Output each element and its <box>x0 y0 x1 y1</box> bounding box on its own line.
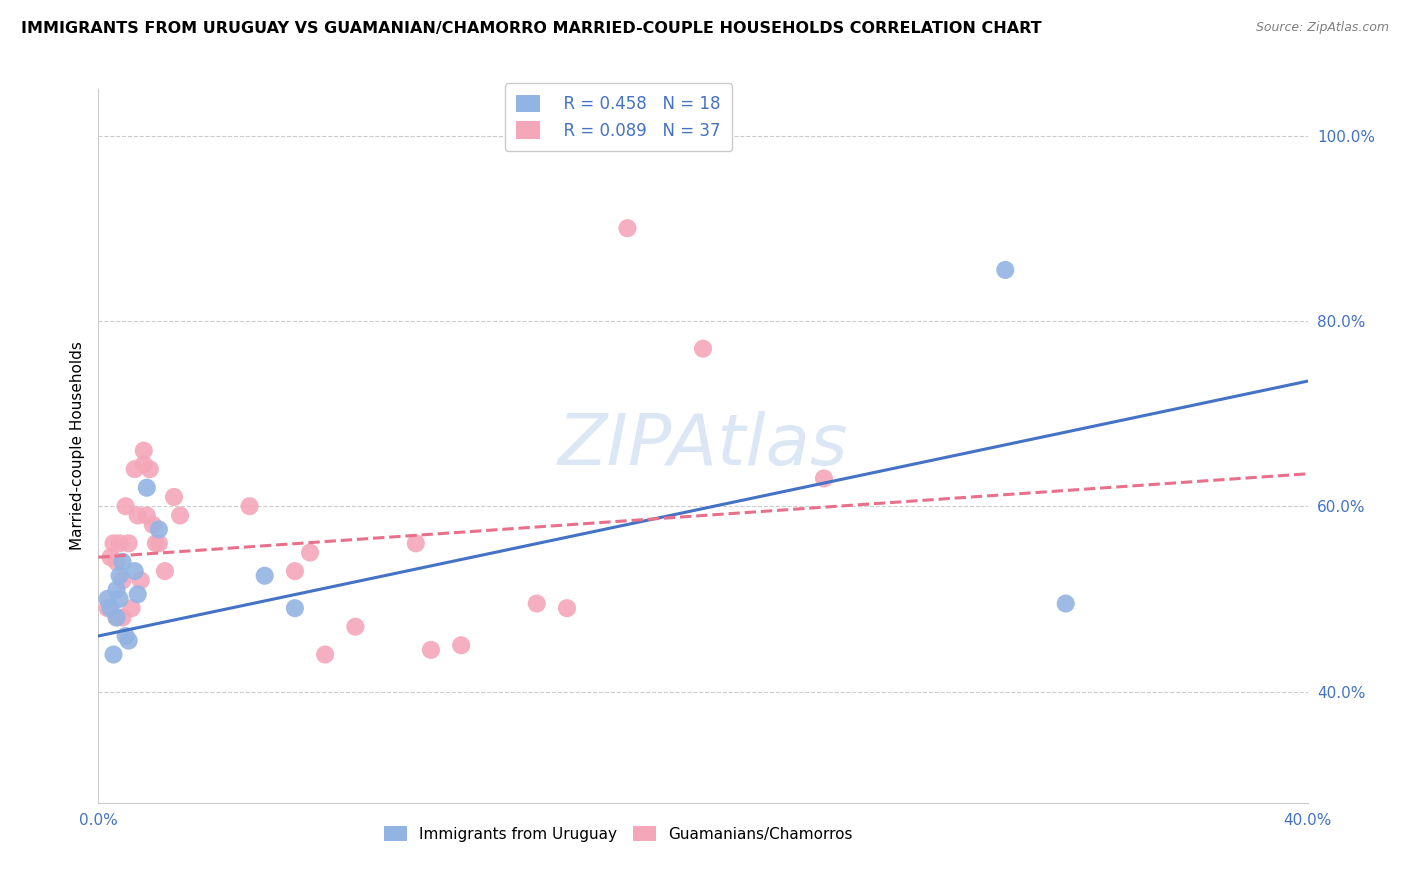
Point <box>105 555 128 569</box>
Point <box>813 471 835 485</box>
Point <box>105 610 128 624</box>
Point <box>111 610 134 624</box>
Point <box>284 601 307 615</box>
Point <box>135 481 157 495</box>
Point <box>163 490 186 504</box>
Point <box>127 508 149 523</box>
Point <box>124 462 146 476</box>
Point <box>139 462 162 476</box>
Legend: Immigrants from Uruguay, Guamanians/Chamorros: Immigrants from Uruguay, Guamanians/Cham… <box>374 815 863 852</box>
Point <box>145 536 167 550</box>
Point <box>420 643 443 657</box>
Point <box>105 582 128 597</box>
Text: Source: ZipAtlas.com: Source: ZipAtlas.com <box>1256 21 1389 35</box>
Point <box>526 597 548 611</box>
Point <box>616 221 638 235</box>
Point <box>253 568 276 582</box>
Point <box>148 536 170 550</box>
Point <box>692 342 714 356</box>
Point <box>239 500 262 514</box>
Point <box>284 564 307 578</box>
Point <box>96 591 118 606</box>
Point <box>96 601 118 615</box>
Point <box>169 508 191 523</box>
Point <box>100 550 122 565</box>
Point <box>405 536 427 550</box>
Point <box>344 620 367 634</box>
Point <box>108 591 131 606</box>
Point <box>124 564 146 578</box>
Point <box>118 536 141 550</box>
Point <box>108 536 131 550</box>
Point <box>114 500 136 514</box>
Point <box>103 648 125 662</box>
Point <box>111 555 134 569</box>
Point <box>299 545 322 559</box>
Point <box>129 574 152 588</box>
Point <box>105 610 128 624</box>
Point <box>108 568 131 582</box>
Point <box>1054 597 1077 611</box>
Point <box>121 601 143 615</box>
Text: ZIPAtlas: ZIPAtlas <box>558 411 848 481</box>
Point <box>118 633 141 648</box>
Point <box>100 601 122 615</box>
Point <box>994 263 1017 277</box>
Point <box>148 523 170 537</box>
Point <box>132 458 155 472</box>
Point <box>132 443 155 458</box>
Point <box>111 574 134 588</box>
Point <box>127 587 149 601</box>
Point <box>135 508 157 523</box>
Point <box>314 648 336 662</box>
Text: IMMIGRANTS FROM URUGUAY VS GUAMANIAN/CHAMORRO MARRIED-COUPLE HOUSEHOLDS CORRELAT: IMMIGRANTS FROM URUGUAY VS GUAMANIAN/CHA… <box>21 21 1042 37</box>
Point <box>450 638 472 652</box>
Point <box>555 601 578 615</box>
Y-axis label: Married-couple Households: Married-couple Households <box>69 342 84 550</box>
Point <box>103 536 125 550</box>
Point <box>114 629 136 643</box>
Point <box>142 517 165 532</box>
Point <box>153 564 176 578</box>
